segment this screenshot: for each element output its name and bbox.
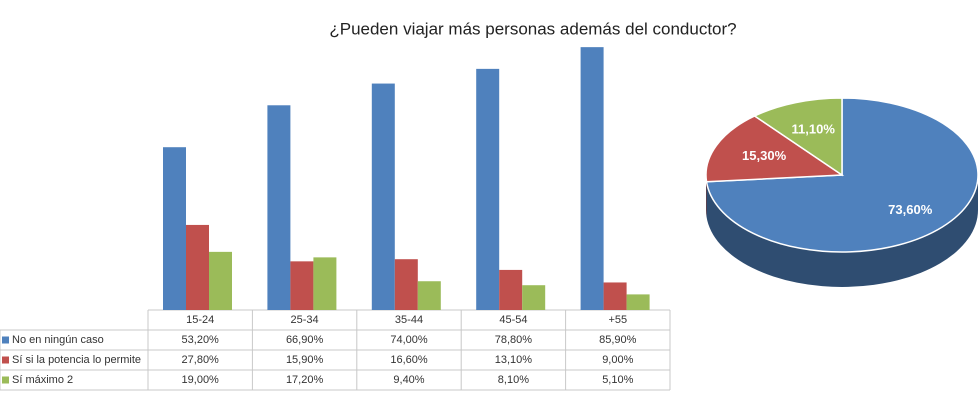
bar — [522, 285, 546, 310]
pie-slice — [705, 115, 845, 183]
bar — [394, 259, 418, 310]
category-label: 15-24 — [186, 314, 214, 326]
value-label: 16,60% — [390, 354, 428, 366]
bar — [163, 147, 186, 310]
bar — [209, 251, 232, 310]
legend-label: Sí si la potencia lo permite — [12, 354, 141, 366]
bar — [290, 261, 314, 310]
legend-swatch — [2, 336, 9, 344]
bar — [186, 224, 209, 310]
bar — [603, 282, 627, 310]
value-label: 13,10% — [495, 354, 533, 366]
bar — [371, 83, 395, 310]
value-label: 15,90% — [286, 354, 324, 366]
value-label: 74,00% — [390, 334, 428, 346]
value-label: 78,80% — [495, 334, 533, 346]
category-label: 25-34 — [291, 314, 319, 326]
value-label: 66,90% — [286, 334, 324, 346]
category-label: 35-44 — [395, 314, 423, 326]
bar — [417, 281, 441, 310]
value-label: 9,40% — [393, 374, 424, 386]
bar — [267, 105, 291, 310]
bar — [476, 68, 500, 310]
value-label: 9,00% — [602, 354, 633, 366]
slice-label: 73,60% — [888, 202, 933, 217]
category-label: 45-54 — [499, 314, 527, 326]
bar — [580, 47, 604, 311]
category-label: +55 — [608, 314, 627, 326]
legend-swatch — [2, 356, 9, 364]
value-label: 17,20% — [286, 374, 324, 386]
value-label: 5,10% — [602, 374, 633, 386]
slice-label: 11,10% — [792, 122, 836, 137]
value-label: 27,80% — [182, 354, 220, 366]
value-label: 19,00% — [182, 374, 220, 386]
bar — [626, 294, 650, 310]
slice-side — [706, 175, 707, 217]
bar — [499, 269, 523, 310]
slice-side — [706, 175, 978, 288]
value-label: 8,10% — [498, 374, 529, 386]
bar — [313, 257, 337, 310]
slice-label: 15,30% — [742, 148, 787, 163]
pie-slice — [753, 97, 843, 177]
legend-label: No en ningún caso — [12, 334, 104, 346]
value-label: 85,90% — [599, 334, 637, 346]
value-label: 53,20% — [182, 334, 220, 346]
chart-title: ¿Pueden viajar más personas además del c… — [329, 19, 736, 38]
legend-label: Sí máximo 2 — [12, 374, 73, 386]
legend-swatch — [2, 376, 9, 384]
